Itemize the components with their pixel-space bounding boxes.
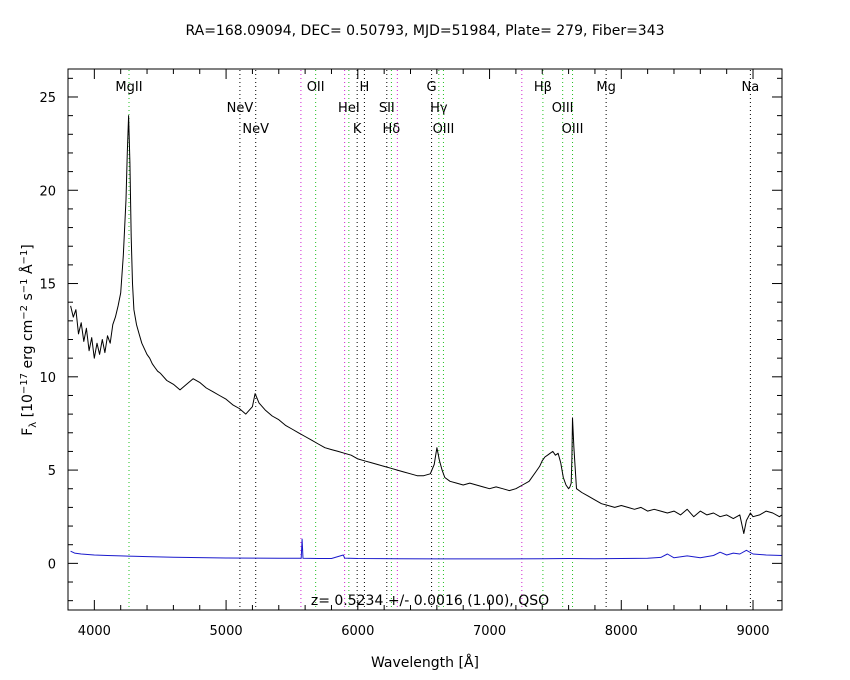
x-tick-label-1: 5000 bbox=[210, 624, 243, 639]
spectral-line-label-8: H bbox=[360, 80, 370, 95]
x-tick-label-5: 9000 bbox=[736, 624, 769, 639]
x-axis-label: Wavelength [Å] bbox=[371, 654, 479, 671]
x-tick-label-2: 6000 bbox=[341, 624, 374, 639]
y-tick-label-5: 25 bbox=[39, 91, 56, 106]
spectral-line-label-17: OIII bbox=[552, 101, 574, 116]
x-tick-label-0: 4000 bbox=[78, 624, 111, 639]
spectral-line-label-20: Na bbox=[742, 80, 760, 95]
y-tick-label-3: 15 bbox=[39, 278, 56, 293]
spectral-line-label-10: Hδ bbox=[383, 122, 401, 137]
spectral-line-label-4: OII bbox=[307, 80, 325, 95]
spectral-line-markers: MgIINeVNeVOIIHeIKHSIIHδGHγOIIIHβOIIIOIII… bbox=[115, 70, 759, 609]
y-axis-label: Fλ [10−17 erg cm−2 s−1 Å−1] bbox=[19, 244, 39, 436]
series-flux-line bbox=[70, 115, 783, 534]
spectral-line-label-0: MgII bbox=[115, 80, 142, 95]
x-tick-label-4: 8000 bbox=[605, 624, 638, 639]
chart-title: RA=168.09094, DEC= 0.50793, MJD=51984, P… bbox=[185, 23, 664, 39]
spectral-line-label-1: NeV bbox=[227, 101, 254, 116]
spectral-line-label-16: Hβ bbox=[534, 80, 552, 95]
redshift-annotation: z= 0.5234 +/- 0.0016 (1.00), QSO bbox=[311, 593, 549, 609]
spectral-line-label-18: OIII bbox=[562, 122, 584, 137]
spectral-line-label-13: Hγ bbox=[430, 101, 448, 116]
spectral-line-label-9: SII bbox=[379, 101, 395, 116]
x-tick-label-3: 7000 bbox=[473, 624, 506, 639]
spectral-line-label-14: OIII bbox=[433, 122, 455, 137]
y-tick-label-0: 0 bbox=[48, 557, 56, 572]
y-tick-label-4: 20 bbox=[39, 184, 56, 199]
series-error-line bbox=[70, 538, 783, 560]
spectral-line-label-12: G bbox=[427, 80, 437, 95]
plot-frame bbox=[67, 68, 783, 611]
spectral-line-label-19: Mg bbox=[596, 80, 615, 95]
spectral-line-label-6: HeI bbox=[338, 101, 360, 116]
y-tick-label-1: 5 bbox=[48, 464, 56, 479]
axis-ticks: 4000 5000 6000 7000 8000 9000 0 5 10 15 20 25 bbox=[39, 69, 782, 639]
spectral-line-label-2: NeV bbox=[242, 122, 269, 137]
data-series bbox=[70, 115, 783, 560]
y-tick-label-2: 10 bbox=[39, 371, 56, 386]
spectral-line-label-7: K bbox=[353, 122, 362, 137]
